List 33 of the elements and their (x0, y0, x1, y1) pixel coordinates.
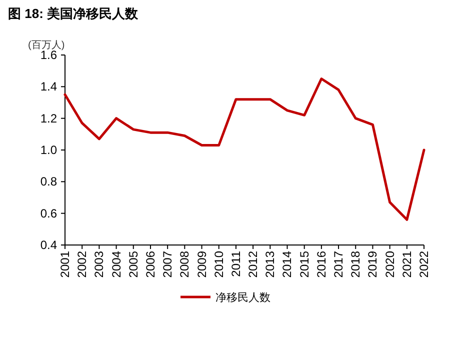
x-tick-label: 2007 (160, 250, 175, 278)
x-tick-label: 2018 (348, 250, 363, 278)
x-tick-label: 2002 (75, 250, 90, 278)
x-tick-label: 2003 (92, 250, 106, 278)
x-tick-label: 2020 (382, 250, 397, 278)
x-tick-label: 2001 (58, 250, 72, 278)
x-tick-label: 2015 (297, 250, 312, 278)
x-tick-label: 2019 (366, 250, 380, 278)
x-tick-label: 2013 (263, 250, 278, 278)
x-tick-label: 2010 (212, 250, 226, 278)
x-tick-label: 2017 (332, 250, 346, 278)
x-tick-label: 2012 (246, 250, 260, 278)
chart-title: 图 18: 美国净移民人数 (8, 6, 140, 21)
x-tick-label: 2021 (400, 250, 414, 278)
x-tick-label: 2022 (417, 250, 431, 278)
x-tick-label: 2004 (109, 250, 124, 278)
y-tick-label: 1.2 (40, 111, 58, 126)
x-tick-label: 2016 (314, 250, 328, 278)
x-tick-label: 2006 (143, 250, 158, 278)
y-tick-label: 1.4 (40, 80, 58, 94)
legend-label: 净移民人数 (216, 292, 270, 304)
x-tick-label: 2005 (126, 250, 140, 278)
x-tick-label: 2009 (194, 250, 209, 278)
y-tick-label: 0.4 (40, 238, 58, 252)
x-tick-label: 2011 (228, 250, 243, 277)
y-tick-label: 0.6 (40, 206, 58, 220)
x-tick-label: 2008 (178, 250, 192, 278)
y-tick-label: 1.6 (40, 48, 58, 62)
x-tick-label: 2014 (280, 250, 294, 278)
y-tick-label: 1.0 (40, 143, 58, 157)
y-axis-title: (百万人) (28, 40, 65, 51)
y-tick-label: 0.8 (40, 174, 58, 189)
line-series (64, 78, 426, 221)
